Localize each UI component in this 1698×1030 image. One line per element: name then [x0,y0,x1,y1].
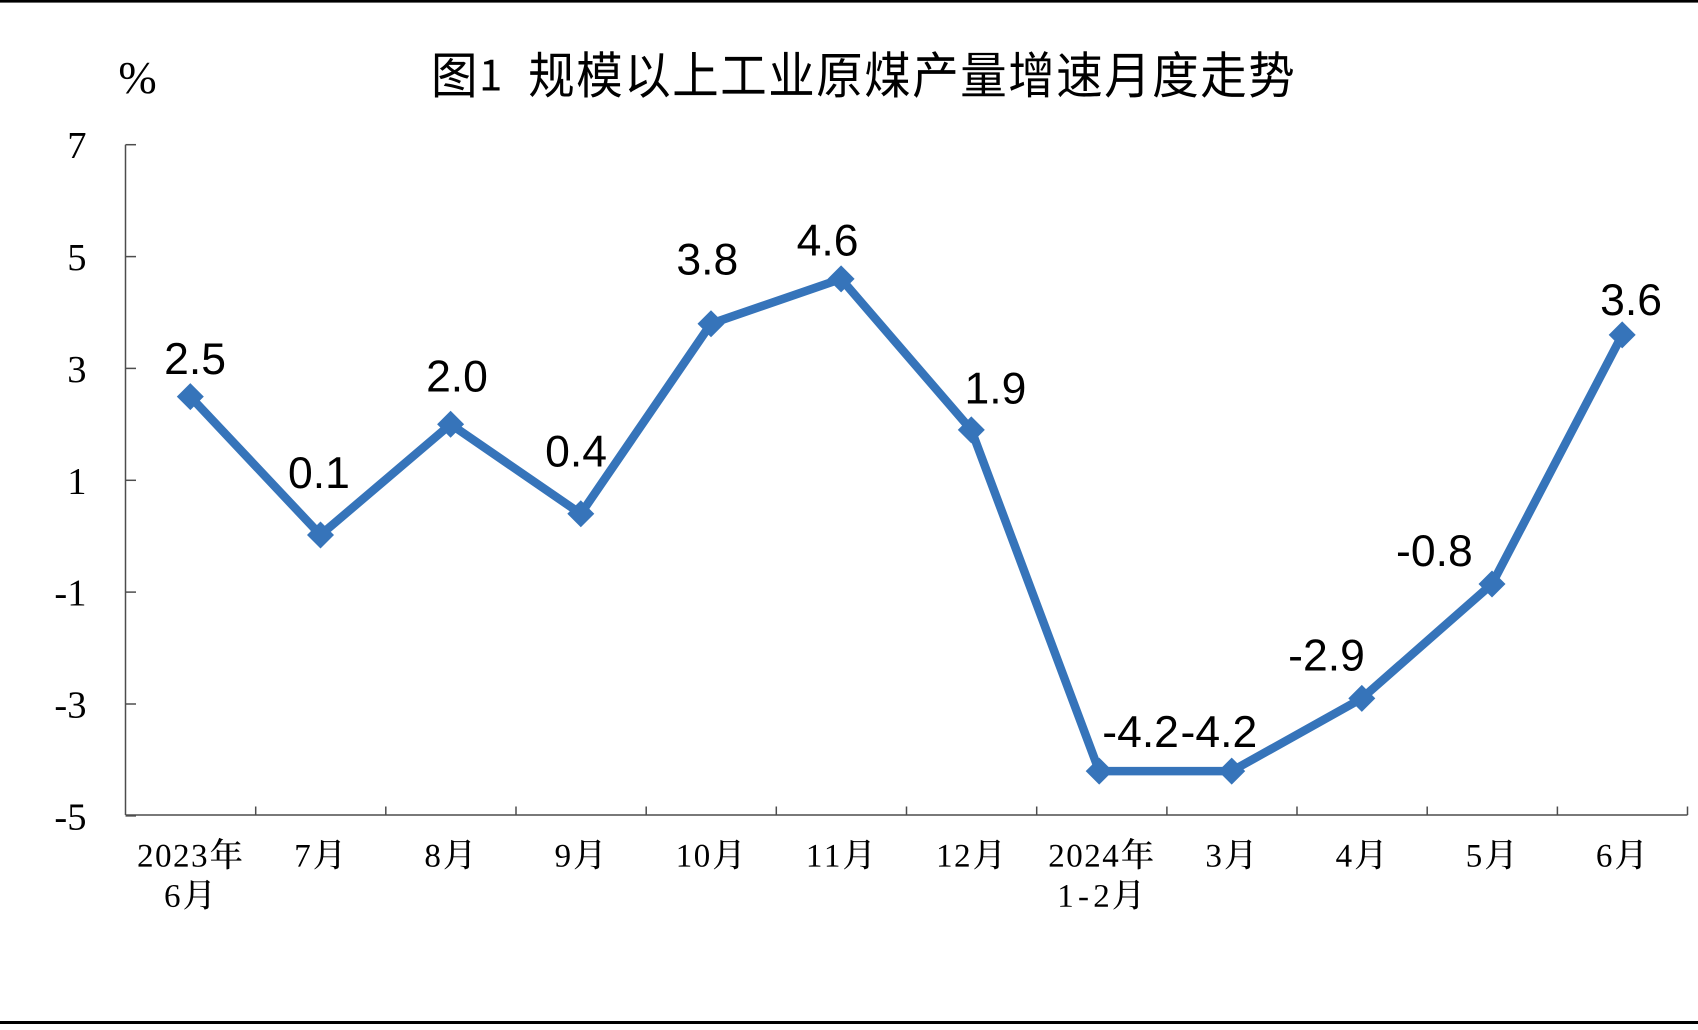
svg-text:1.9: 1.9 [964,365,1026,414]
svg-text:3: 3 [67,349,86,391]
svg-text:2.0: 2.0 [426,353,488,402]
svg-text:2.5: 2.5 [164,335,226,384]
svg-text:-4.2: -4.2 [1181,708,1258,757]
svg-text:7: 7 [67,125,86,167]
svg-text:-1: -1 [54,573,86,615]
svg-text:-4.2: -4.2 [1102,708,1179,757]
svg-text:-0.8: -0.8 [1396,527,1473,576]
svg-text:-2.9: -2.9 [1288,632,1365,681]
svg-text:0.4: 0.4 [545,428,607,477]
svg-text:3.8: 3.8 [676,235,738,284]
svg-text:-5: -5 [54,796,86,838]
svg-text:%: % [118,52,156,103]
svg-text:-3: -3 [54,685,86,727]
svg-text:1: 1 [67,461,86,503]
svg-text:4.6: 4.6 [797,216,859,265]
svg-text:3.6: 3.6 [1600,276,1662,325]
svg-text:0.1: 0.1 [288,449,350,498]
svg-text:5: 5 [67,237,86,279]
